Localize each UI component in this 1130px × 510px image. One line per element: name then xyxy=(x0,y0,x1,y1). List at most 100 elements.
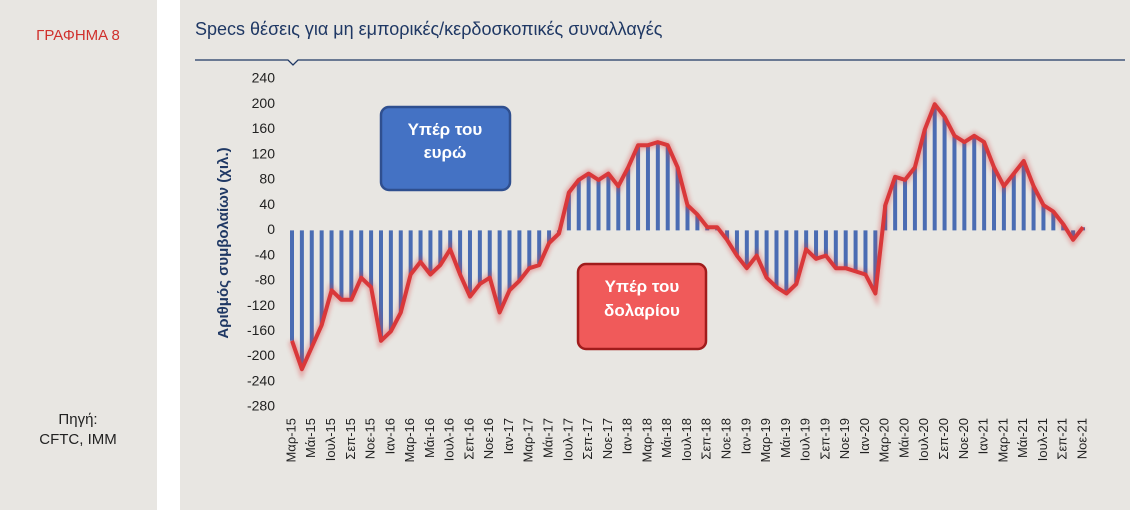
x-tick-label: Ιουλ-19 xyxy=(798,418,813,461)
annotation-text: Υπέρ του xyxy=(408,120,483,139)
bar xyxy=(388,230,393,332)
x-tick-label: Μάι-15 xyxy=(303,418,318,458)
x-tick-label: Μαρ-18 xyxy=(639,418,654,463)
bar xyxy=(408,230,413,275)
bar xyxy=(299,230,304,370)
bar xyxy=(764,230,769,278)
x-tick-label: Μάι-17 xyxy=(541,418,556,458)
bar xyxy=(359,230,364,278)
bar xyxy=(754,230,759,256)
bar xyxy=(586,173,591,231)
annotation-text: Υπέρ του xyxy=(605,277,680,296)
y-tick-label: 120 xyxy=(252,145,276,161)
bar xyxy=(309,230,314,348)
left-panel xyxy=(0,0,157,510)
bar xyxy=(507,230,512,291)
bar xyxy=(992,167,997,231)
bar xyxy=(458,230,463,275)
x-tick-label: Ιαν-17 xyxy=(501,418,516,454)
y-tick-label: 0 xyxy=(267,221,275,237)
y-tick-label: -80 xyxy=(255,272,275,288)
bar xyxy=(487,230,492,278)
bar xyxy=(428,230,433,275)
x-tick-label: Ιουλ-18 xyxy=(679,418,694,461)
x-tick-label: Σεπ-15 xyxy=(343,418,358,460)
y-tick-label: -160 xyxy=(247,322,275,338)
title-rule xyxy=(195,59,1125,66)
x-tick-label: Μαρ-21 xyxy=(995,418,1010,463)
bar xyxy=(1041,205,1046,231)
x-tick-label: Νοε-20 xyxy=(956,418,971,459)
x-tick-label: Ιουλ-17 xyxy=(560,418,575,461)
x-tick-label: Μαρ-20 xyxy=(877,418,892,463)
bar xyxy=(675,167,680,231)
annotation-text: ευρώ xyxy=(424,143,467,162)
bar xyxy=(942,116,947,231)
bar xyxy=(645,145,650,231)
bar xyxy=(438,230,443,266)
line xyxy=(290,102,1085,372)
annotation-box xyxy=(379,105,512,192)
x-tick-label: Σεπ-21 xyxy=(1055,418,1070,460)
bar xyxy=(448,230,453,250)
x-tick-label: Νοε-19 xyxy=(837,418,852,459)
y-tick-label: 200 xyxy=(252,95,276,111)
bar xyxy=(903,179,908,231)
annotation-text: δολαρίου xyxy=(604,301,680,320)
bar xyxy=(497,230,502,313)
x-tick-label: Νοε-16 xyxy=(481,418,496,459)
x-tick-label: Μάι-20 xyxy=(896,418,911,458)
x-tick-label: Σεπ-17 xyxy=(580,418,595,460)
bar xyxy=(517,230,522,281)
bar xyxy=(774,230,779,288)
bar xyxy=(1001,186,1006,231)
x-tick-label: Ιαν-21 xyxy=(976,418,991,454)
bar xyxy=(378,230,383,341)
x-tick-label: Σεπ-20 xyxy=(936,418,951,460)
bar xyxy=(823,230,828,256)
bar xyxy=(398,230,403,313)
bar xyxy=(734,230,739,256)
y-tick-label: 80 xyxy=(259,171,275,187)
bar xyxy=(290,230,294,341)
x-tick-label: Ιουλ-21 xyxy=(1035,418,1050,461)
x-tick-label: Μάι-19 xyxy=(778,418,793,458)
bar xyxy=(329,230,334,291)
x-tick-label: Μάι-21 xyxy=(1015,418,1030,458)
x-tick-label: Μάι-18 xyxy=(659,418,674,458)
bar xyxy=(576,179,581,231)
source: CFTC, IMM xyxy=(39,431,116,448)
chart-label: ΓΡΑΦΗΜΑ 8 xyxy=(36,27,120,44)
bar xyxy=(804,230,809,250)
y-tick-label: 160 xyxy=(252,120,276,136)
bar xyxy=(962,142,967,231)
y-tick-label: -200 xyxy=(247,347,275,363)
bar xyxy=(418,230,423,262)
chart-title: Specs θέσεις για μη εμπορικές/κερδοσκοπι… xyxy=(195,19,663,39)
source: Πηγή: xyxy=(58,411,97,428)
bar xyxy=(369,230,374,288)
plot: -280 -240 -200 -160 -120 -80 -40 0 40 80 120 160 200… xyxy=(247,70,1089,463)
x-tick-label: Ιουλ-16 xyxy=(442,418,457,461)
bar xyxy=(349,230,354,300)
x-tick-label: Ιουλ-20 xyxy=(916,418,931,461)
y-axis-label: Αριθμός συμβολαίων (χιλ.) xyxy=(215,147,232,338)
bar xyxy=(685,205,690,231)
x-tick-label: Ιαν-19 xyxy=(738,418,753,454)
bar xyxy=(319,230,324,325)
bar xyxy=(596,179,601,231)
bar xyxy=(339,230,344,300)
bar xyxy=(566,192,571,231)
bar xyxy=(547,230,552,243)
bar xyxy=(744,230,749,269)
bar xyxy=(784,230,789,294)
x-tick-label: Νοε-15 xyxy=(363,418,378,459)
x-tick-label: Ιουλ-15 xyxy=(323,418,338,461)
bar xyxy=(952,135,957,231)
x-tick-label: Νοε-18 xyxy=(718,418,733,459)
x-tick-label: Σεπ-19 xyxy=(817,418,832,460)
bar xyxy=(467,230,472,297)
bar xyxy=(912,167,917,231)
x-tick-label: Ιαν-16 xyxy=(382,418,397,454)
x-tick-label: Ιαν-18 xyxy=(620,418,635,454)
